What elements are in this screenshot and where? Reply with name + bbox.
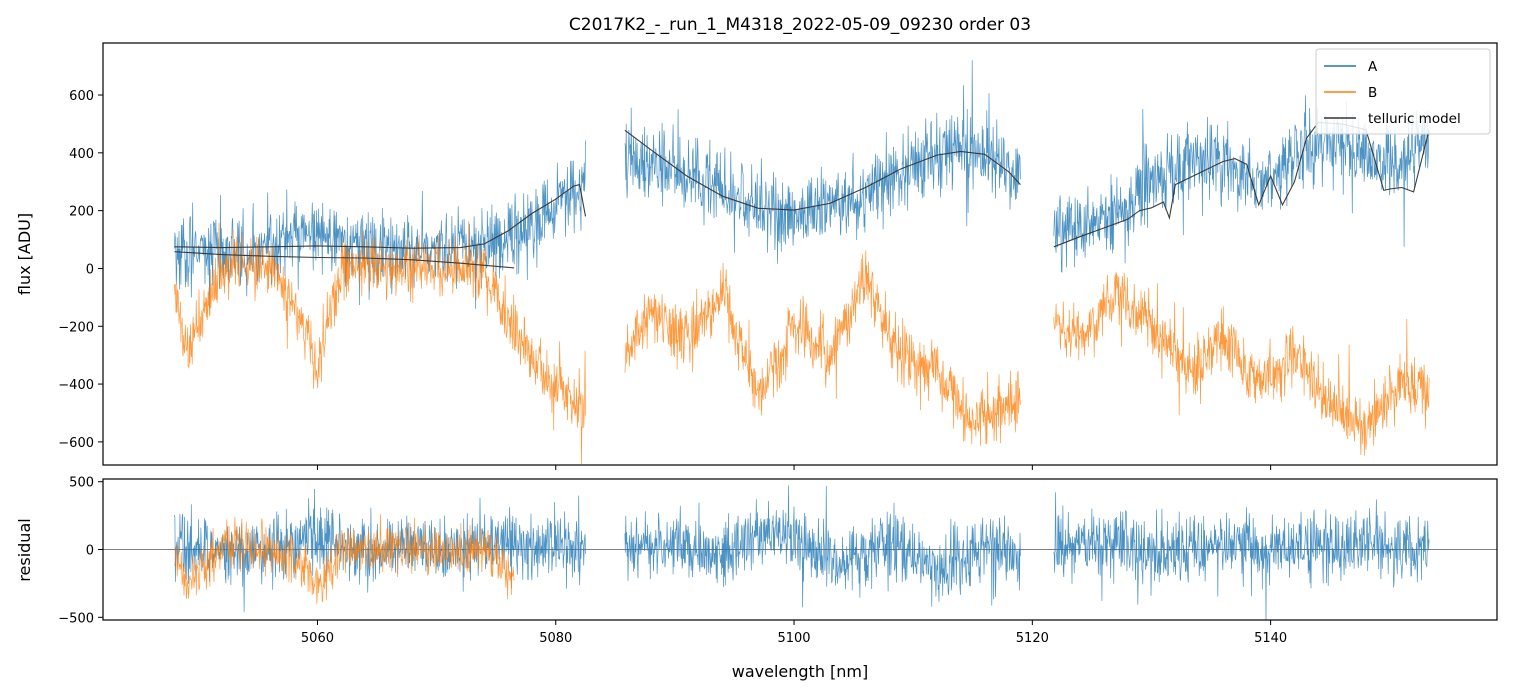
flux-series-telluric-model-segment-3 [624,129,1021,211]
flux-series-a-segment-1 [174,140,586,309]
residual-xtick-label: 5080 [539,631,572,646]
legend-label-telluric: telluric model [1368,111,1461,127]
residual-ytick-label: −500 [58,611,94,626]
flux-series-telluric-model-segment-1 [174,183,587,249]
flux-series-b-segment-3 [1053,271,1430,456]
flux-ytick-label: 0 [86,262,94,277]
residual-xtick-label: 5140 [1254,631,1287,646]
flux-ytick-label: 400 [69,147,94,162]
residual-x-axis: 5060 5080 5100 5120 5140 [301,620,1287,646]
residual-ytick-label: 500 [69,476,94,491]
residual-y-axis: 500 0 −500 [58,476,103,626]
flux-series-telluric-model-segment-4 [1053,121,1430,248]
residual-series-b-segment-1 [174,514,515,604]
residual-xtick-label: 5060 [301,631,334,646]
residual-panel-data [103,485,1497,620]
flux-ytick-label: −400 [58,378,94,393]
flux-series-b-segment-1 [174,221,586,465]
flux-ytick-label: 600 [69,89,94,104]
flux-panel-data [174,60,1430,465]
flux-ytick-label: −200 [58,320,94,335]
residual-series-a-segment-1 [174,488,586,613]
residual-ytick-label: 0 [86,544,94,559]
legend-box [1315,48,1491,135]
legend-label-a: A [1368,59,1378,75]
flux-panel-frame [102,42,1498,466]
residual-y-label: residual [15,518,34,581]
flux-ytick-label: −600 [58,436,94,451]
flux-y-label: flux [ADU] [15,213,34,295]
x-axis-label: wavelength [nm] [732,662,869,681]
flux-series-a-segment-2 [624,60,1021,264]
residual-series-a-segment-3 [1053,492,1430,620]
chart-title: C2017K2_-_run_1_M4318_2022-05-09_09230 o… [569,15,1031,35]
residual-series-a-segment-2 [624,485,1021,608]
flux-ytick-label: 200 [69,205,94,220]
flux-x-axis [316,465,1272,470]
legend: A B telluric model [1315,48,1491,135]
residual-xtick-label: 5120 [1016,631,1049,646]
flux-series-b-segment-2 [624,250,1021,446]
flux-series-telluric-model-segment-2 [174,251,515,269]
residual-xtick-label: 5100 [777,631,810,646]
legend-label-b: B [1368,85,1377,101]
flux-y-axis: 600 400 200 0 −200 −400 −600 [58,89,103,451]
